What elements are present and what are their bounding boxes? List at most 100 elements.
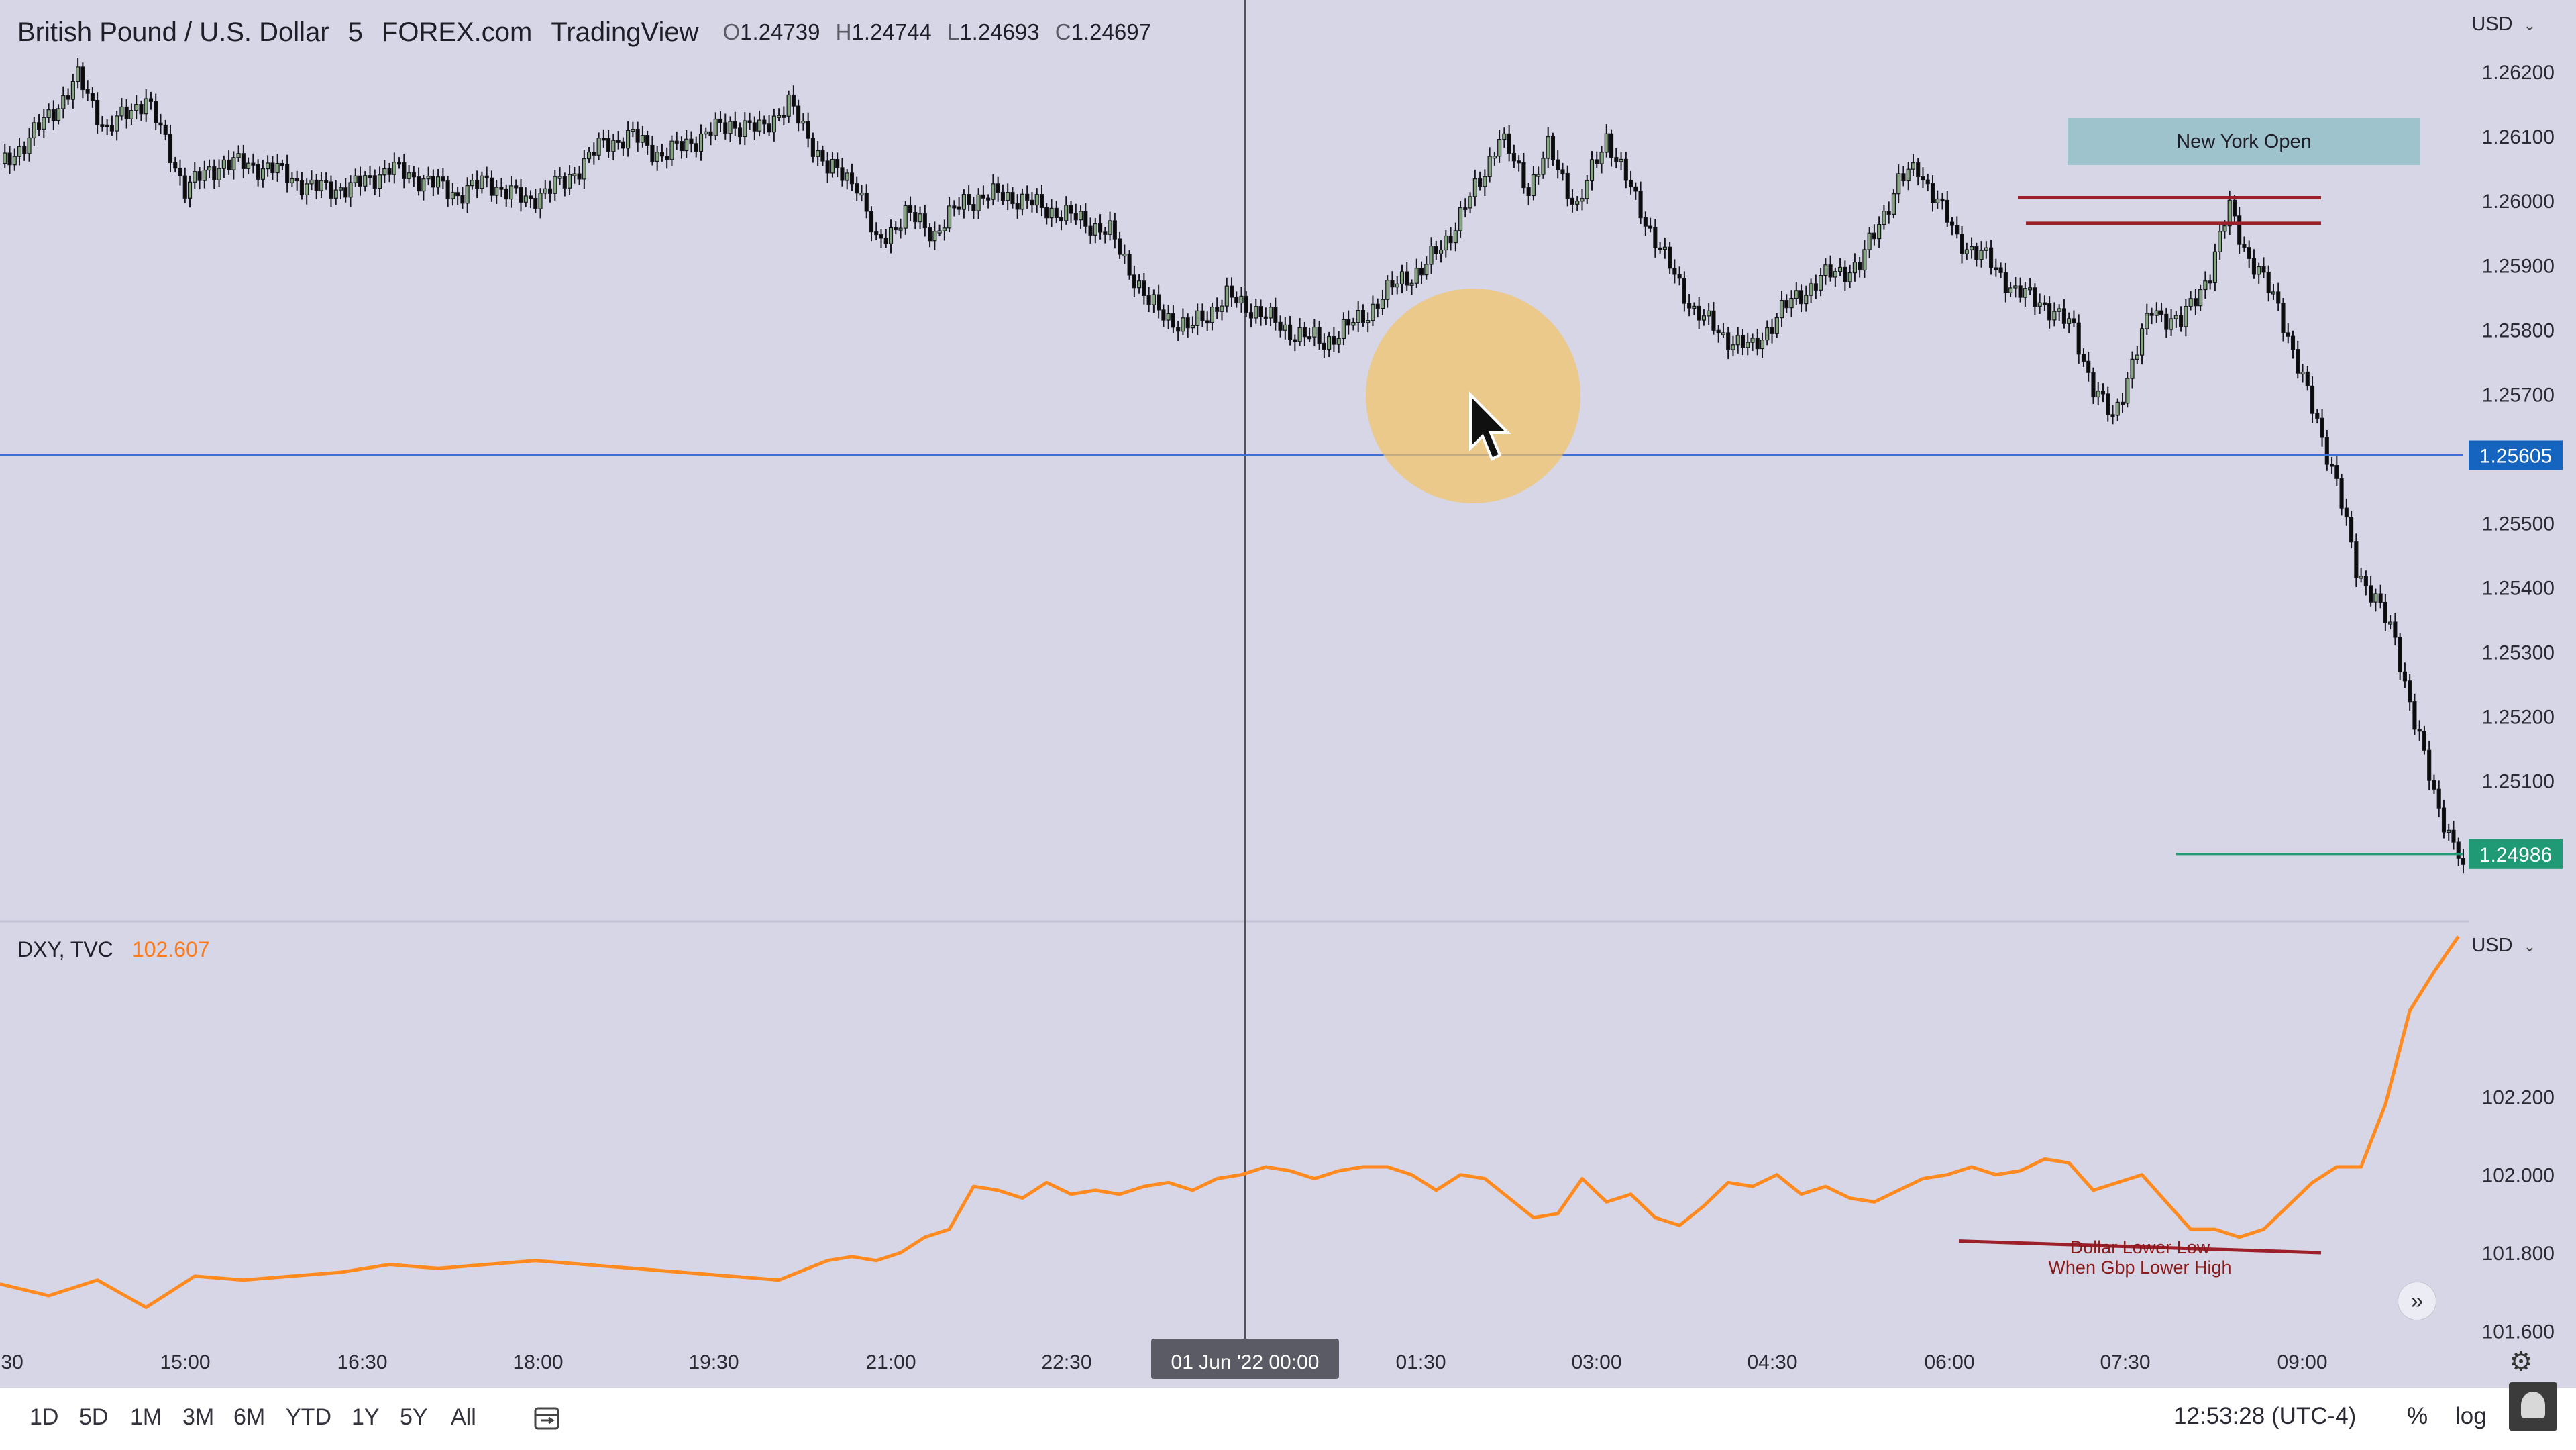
time-tick-label: 07:30 (2100, 1351, 2150, 1374)
candle-up (1619, 158, 1623, 162)
price-axis[interactable]: 1.26200 1.26100 1.26000 1.25900 1.25800 1.257… (2469, 62, 2563, 869)
candle-up (1575, 201, 1580, 205)
range-3m-button[interactable]: 3M (182, 1404, 215, 1430)
candle-up (3, 152, 7, 164)
candle-up (961, 194, 966, 210)
candle-down (665, 156, 669, 160)
candle-up (1414, 268, 1419, 284)
dxy-price-axis[interactable]: 102.200 102.000 101.800 101.600 (2482, 1086, 2555, 1343)
candle-down (2334, 465, 2339, 479)
candle-down (212, 166, 217, 180)
chart-overlays (0, 195, 2463, 1255)
price-marker-badge[interactable] (2469, 440, 2563, 470)
compare-icon[interactable] (530, 1402, 565, 1437)
candle-up (2300, 371, 2305, 375)
new-york-open-label[interactable]: New York Open (2068, 118, 2420, 165)
range-1m-button[interactable]: 1M (130, 1404, 162, 1430)
candle-up (898, 227, 903, 231)
log-toggle[interactable]: log (2455, 1403, 2487, 1429)
candle-up (1765, 327, 1770, 341)
candle-up (2139, 328, 2145, 356)
candle-down (1127, 253, 1132, 276)
candle-down (1025, 193, 1030, 201)
candle-up (2130, 358, 2135, 379)
crosshair-date-badge[interactable] (1151, 1339, 1339, 1379)
candle-up (523, 195, 528, 203)
gear-icon[interactable]: ⚙ (2509, 1347, 2533, 1377)
candle-down (689, 138, 694, 144)
range-5y-button[interactable]: 5Y (400, 1404, 428, 1430)
candle-up (2184, 305, 2188, 327)
candle-down (1740, 335, 1746, 348)
candle-up (46, 109, 51, 118)
candle-down (1755, 338, 1760, 350)
scroll-to-realtime-button[interactable]: » (2398, 1282, 2436, 1320)
candle-up (1833, 271, 1837, 278)
interval-label[interactable]: 5 (347, 17, 363, 47)
candle-down (1097, 223, 1103, 233)
range-5d-button[interactable]: 5D (79, 1404, 109, 1430)
currency-selector-main[interactable]: USD ⌄ (2471, 13, 2536, 36)
candle-up (338, 187, 343, 191)
symbol-header[interactable]: British Pound / U.S. Dollar 5 FOREX.com … (17, 13, 1170, 51)
clock-timezone[interactable]: 12:53:28 (UTC-4) (2174, 1403, 2357, 1429)
candle-up (2218, 231, 2222, 252)
candle-up (1283, 324, 1287, 331)
candle-up (947, 205, 952, 229)
dollar-note-annotation[interactable]: Dollar Lower Low When Gbp Lower High (2019, 1237, 2261, 1278)
candle-up (1911, 162, 1916, 170)
dollar-low-line[interactable] (1958, 1239, 2322, 1255)
time-axis[interactable]: :30 15:00 16:30 18:00 19:30 21:00 22:30 01 Jun … (0, 1339, 2328, 1379)
candle-down (547, 188, 553, 194)
candle-down (154, 101, 158, 123)
candle-down (270, 162, 275, 174)
candle-up (932, 231, 937, 242)
time-tick-label: 03:00 (1571, 1351, 1621, 1374)
range-all-button[interactable]: All (451, 1404, 476, 1430)
candle-up (1969, 246, 1974, 250)
dxy-legend[interactable]: DXY, TVC 102.607 (17, 935, 210, 964)
candle-up (572, 173, 577, 176)
candle-up (991, 183, 996, 200)
candle-up (207, 166, 212, 171)
range-1d-button[interactable]: 1D (30, 1404, 59, 1430)
price-tick-label: 1.25800 (2482, 319, 2555, 342)
candle-down (85, 89, 90, 94)
percent-toggle[interactable]: % (2407, 1403, 2428, 1429)
time-tick-label: 15:00 (160, 1351, 210, 1374)
candle-down (1677, 274, 1682, 279)
candle-down (2422, 731, 2427, 751)
avatar[interactable] (2509, 1382, 2557, 1431)
candle-down (767, 123, 771, 133)
candle-up (1760, 340, 1765, 350)
candle-up (557, 176, 562, 179)
candle-up (436, 176, 441, 188)
candle-down (2339, 478, 2344, 509)
candle-up (1838, 266, 1843, 272)
candle-up (942, 227, 947, 231)
candle-down (806, 121, 810, 139)
candle-up (1877, 224, 1882, 240)
currency-selector-dxy[interactable]: USD ⌄ (2471, 935, 2536, 957)
candle-up (382, 168, 387, 176)
last-price-badge[interactable] (2469, 839, 2563, 869)
candle-up (1492, 156, 1497, 159)
dxy-symbol[interactable]: DXY, TVC (17, 937, 113, 962)
range-ytd-button[interactable]: YTD (286, 1404, 331, 1430)
candle-up (1774, 317, 1779, 334)
symbol-name[interactable]: British Pound / U.S. Dollar (17, 17, 329, 47)
candle-up (2227, 199, 2232, 227)
range-6m-button[interactable]: 6M (233, 1404, 266, 1430)
candle-down (1000, 191, 1005, 201)
range-1y-button[interactable]: 1Y (352, 1404, 380, 1430)
candle-up (538, 193, 543, 209)
candle-up (260, 168, 265, 180)
candle-down (22, 146, 27, 154)
candle-up (543, 188, 547, 194)
candle-up (193, 171, 197, 183)
candle-down (2363, 576, 2368, 586)
candle-down (2412, 701, 2417, 730)
candle-up (70, 81, 75, 100)
candle-up (2373, 593, 2378, 603)
